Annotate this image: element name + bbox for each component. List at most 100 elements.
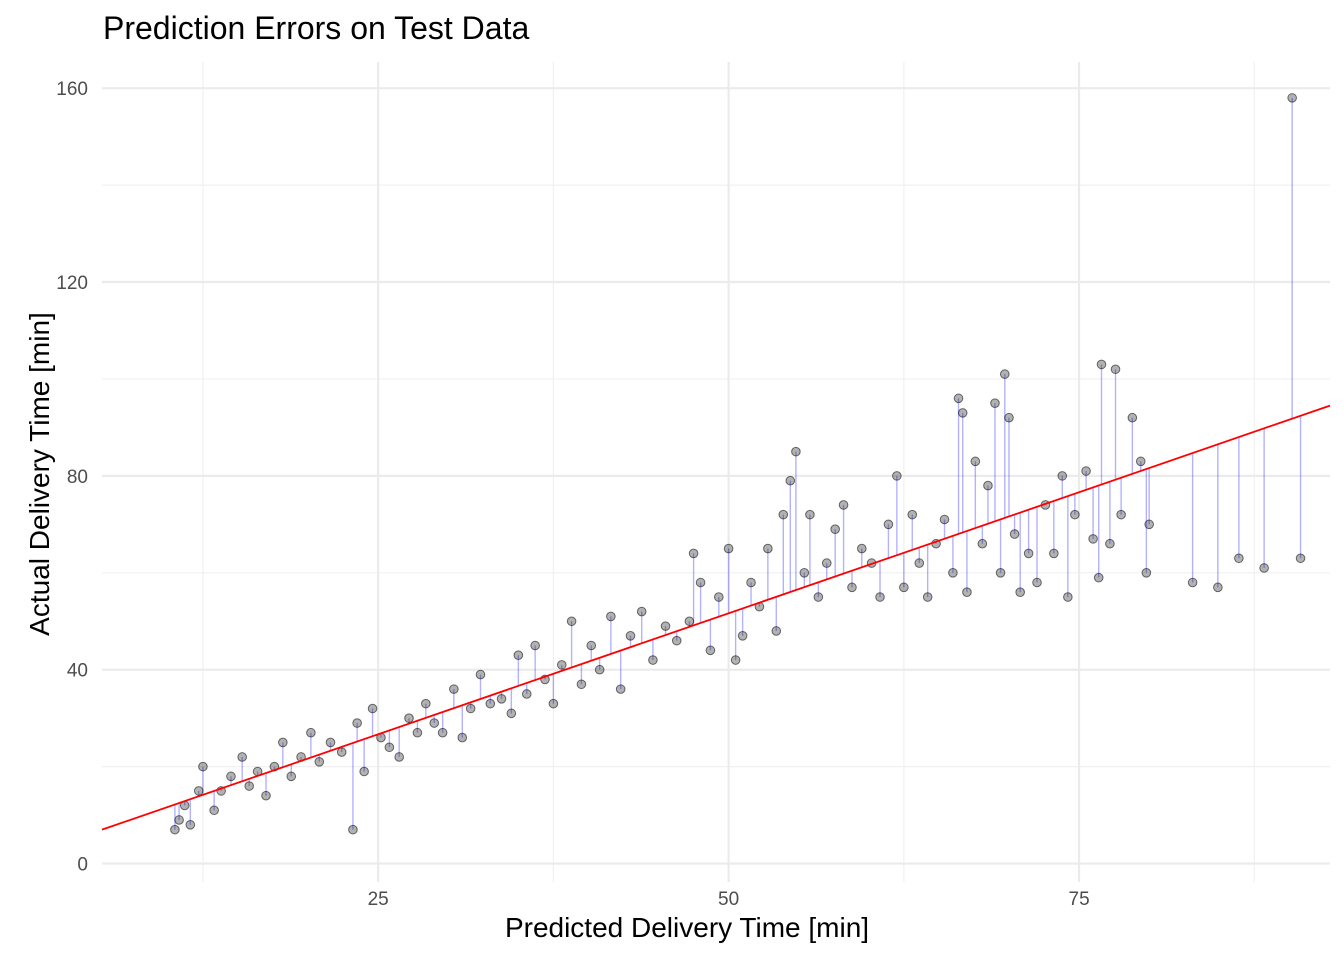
- y-tick-label: 120: [56, 273, 88, 294]
- data-point: [875, 592, 885, 602]
- data-point: [437, 727, 448, 738]
- data-point: [778, 509, 789, 520]
- data-points: [170, 93, 1306, 835]
- data-point: [695, 577, 706, 588]
- data-point: [1004, 412, 1014, 423]
- data-point: [957, 408, 968, 418]
- data-point: [457, 732, 468, 743]
- data-point: [746, 577, 756, 588]
- data-point: [278, 737, 288, 748]
- grid-lines: [102, 62, 1330, 882]
- data-point: [1234, 553, 1244, 564]
- data-point: [939, 514, 950, 525]
- data-point: [1135, 456, 1146, 467]
- data-point: [576, 679, 587, 690]
- x-tick-label: 25: [368, 889, 389, 910]
- data-point: [615, 684, 626, 694]
- data-point: [1116, 509, 1126, 520]
- data-point: [995, 568, 1006, 578]
- data-point: [671, 635, 682, 646]
- x-axis-title: Predicted Delivery Time [min]: [504, 912, 870, 943]
- data-point: [805, 509, 815, 520]
- data-point: [193, 786, 204, 796]
- data-point: [1015, 587, 1025, 597]
- y-axis-title: Actual Delivery Time [min]: [24, 312, 55, 636]
- data-point: [970, 456, 981, 467]
- axis-ticks: 25 50 75 0 40 80 120 160: [56, 79, 1089, 910]
- data-point: [990, 398, 1000, 408]
- data-point: [1032, 577, 1042, 588]
- data-point: [170, 824, 180, 835]
- data-point: [394, 752, 404, 762]
- data-point: [948, 568, 958, 578]
- data-point: [352, 718, 362, 728]
- data-point: [999, 369, 1010, 379]
- data-point: [1063, 592, 1073, 602]
- data-point: [226, 771, 236, 782]
- data-point: [714, 592, 724, 602]
- data-point: [485, 698, 496, 709]
- fit-line: [101, 404, 1331, 831]
- data-point: [174, 815, 184, 825]
- data-point: [813, 592, 824, 602]
- data-point: [636, 606, 647, 617]
- data-point: [705, 645, 716, 656]
- data-point: [185, 820, 196, 830]
- data-point: [348, 824, 358, 835]
- y-tick-label: 40: [67, 661, 88, 682]
- data-point: [922, 592, 933, 602]
- data-point: [899, 582, 909, 593]
- data-point: [513, 650, 524, 660]
- data-point: [1141, 568, 1152, 578]
- data-point: [606, 611, 616, 622]
- data-point: [723, 543, 734, 554]
- y-tick-label: 160: [56, 79, 88, 100]
- data-point: [412, 727, 423, 738]
- data-point: [586, 640, 597, 651]
- data-point: [1081, 466, 1091, 476]
- data-point: [684, 616, 695, 627]
- data-point: [1110, 364, 1121, 375]
- data-point: [1096, 359, 1107, 370]
- data-point: [1259, 563, 1269, 573]
- data-point: [1070, 509, 1080, 520]
- data-point: [475, 669, 486, 680]
- data-point: [336, 747, 347, 757]
- data-point: [648, 655, 658, 665]
- y-tick-label: 80: [67, 467, 88, 488]
- data-point: [496, 694, 507, 704]
- data-point: [763, 543, 773, 554]
- data-point: [325, 737, 336, 748]
- chart-title: Prediction Errors on Test Data: [103, 10, 530, 46]
- data-point: [847, 582, 857, 593]
- data-point: [1093, 572, 1104, 583]
- data-point: [244, 781, 254, 791]
- data-point: [548, 698, 559, 709]
- data-point: [821, 558, 832, 568]
- data-point: [838, 500, 849, 510]
- data-point: [198, 761, 208, 772]
- data-point: [730, 655, 741, 665]
- data-point: [625, 631, 636, 641]
- data-point: [465, 703, 476, 714]
- data-point: [1144, 519, 1154, 530]
- data-point: [977, 538, 988, 549]
- data-point: [1049, 548, 1059, 559]
- data-point: [830, 524, 840, 534]
- data-point: [914, 558, 925, 568]
- data-point: [1105, 538, 1115, 549]
- data-point: [530, 640, 540, 651]
- error-segments: [174, 97, 1302, 830]
- data-point: [1057, 471, 1068, 481]
- data-point: [209, 805, 219, 816]
- data-point: [594, 664, 605, 675]
- data-point: [737, 631, 748, 641]
- data-point: [856, 543, 867, 554]
- data-point: [314, 757, 325, 767]
- data-point: [1127, 412, 1138, 423]
- data-point: [566, 616, 577, 627]
- data-point: [521, 689, 532, 699]
- data-point: [983, 480, 993, 491]
- data-point: [429, 718, 440, 728]
- data-point: [883, 519, 894, 530]
